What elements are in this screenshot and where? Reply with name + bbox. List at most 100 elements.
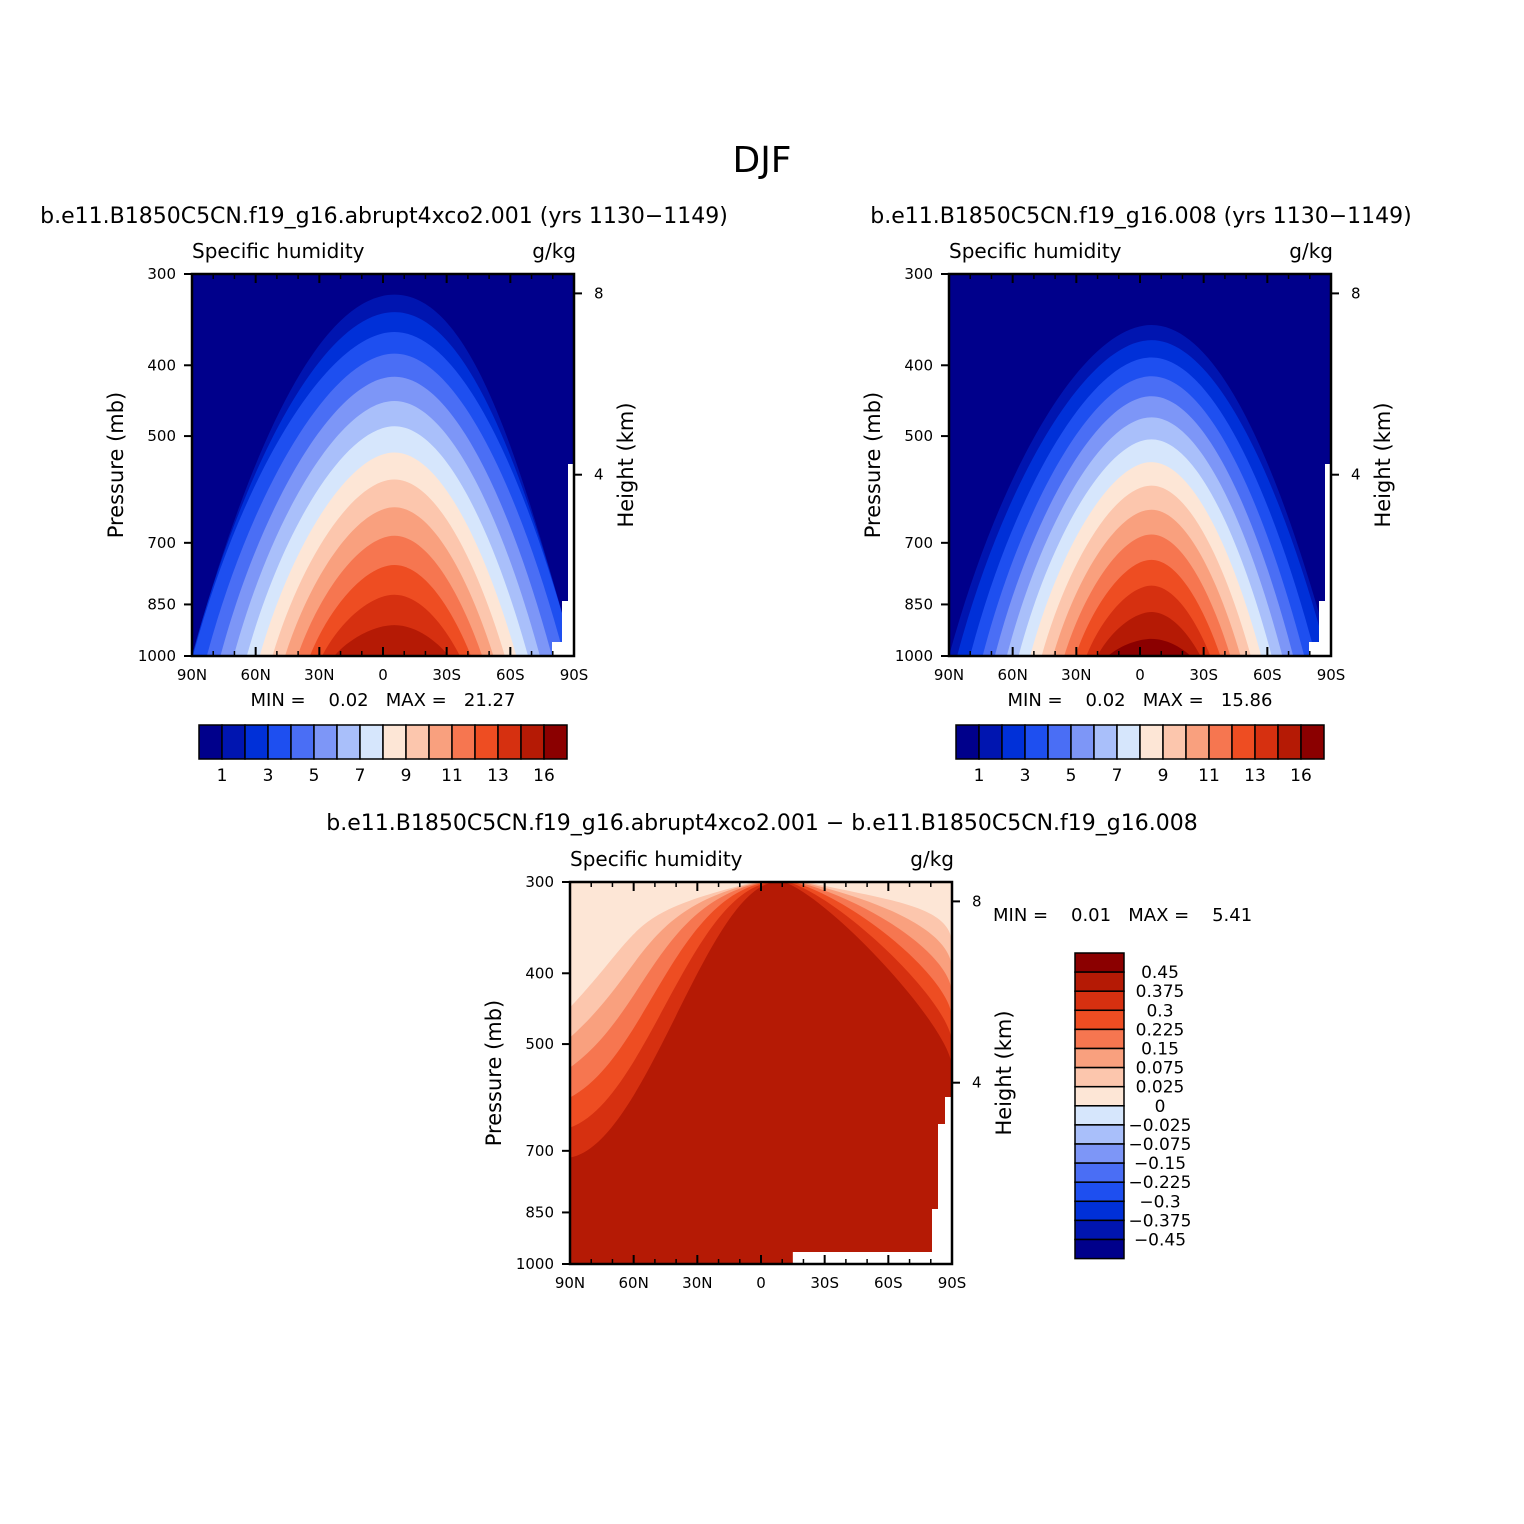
colorbar-box: [497, 724, 522, 760]
right-string: g/kg: [910, 847, 954, 871]
x-tick-label: 60S: [1253, 666, 1282, 684]
colorbar-box: [1074, 1047, 1125, 1069]
colorbar-box: [1074, 990, 1125, 1012]
colorbar-box: [336, 724, 361, 760]
colorbar-box: [198, 724, 223, 760]
x-tick-label: 60S: [496, 666, 525, 684]
colorbar-box: [221, 724, 246, 760]
colorbar-box: [1074, 952, 1125, 973]
panel-title: b.e11.B1850C5CN.f19_g16.008 (yrs 1130−11…: [870, 204, 1412, 229]
x-tick-label: 30N: [1061, 666, 1091, 684]
colorbar-label: 0.075: [1136, 1059, 1185, 1079]
axes: 90N 60N 30N 0 30S 60S 90S 300 400 500 700 850 1000 8 4: [516, 873, 982, 1292]
y-tick-label: 700: [147, 534, 176, 552]
colorbar-box: [1074, 1028, 1125, 1050]
min-max-text: MIN = 0.01 MAX = 5.41: [993, 905, 1252, 926]
x-tick-label: 0: [756, 1274, 766, 1292]
colorbar-box: [382, 724, 407, 760]
colorbar-box: [290, 724, 315, 760]
y-tick-label: 850: [525, 1203, 554, 1221]
y-tick-label: 850: [904, 595, 933, 613]
y-tick-label: 700: [904, 534, 933, 552]
x-tick-label: 90S: [938, 1274, 967, 1292]
colorbar-label: 7: [1112, 766, 1123, 786]
colorbar-label: 13: [487, 766, 509, 786]
colorbar-label: 0.15: [1141, 1040, 1179, 1060]
y-tick-label: 300: [147, 265, 176, 283]
colorbar-label: −0.025: [1129, 1116, 1192, 1136]
colorbar-box: [1074, 1219, 1125, 1241]
colorbar-label: −0.45: [1134, 1231, 1186, 1251]
colorbar-box: [451, 724, 476, 760]
colorbar-label: −0.225: [1129, 1173, 1192, 1193]
x-tick-label: 0: [1135, 666, 1145, 684]
colorbar-box: [359, 724, 384, 760]
y-tick-label: 400: [147, 356, 176, 374]
colorbar-box: [1074, 1143, 1125, 1164]
axes: 90N 60N 30N 0 30S 60S 90S 300 400 500 700 850 1000 8 4: [895, 265, 1361, 684]
colorbar-label: 3: [263, 766, 274, 786]
y-right-tick-label: 4: [594, 466, 604, 484]
x-tick-label: 30N: [682, 1274, 712, 1292]
right-string: g/kg: [1289, 239, 1333, 263]
colorbar-box: [1074, 1085, 1125, 1107]
colorbar-box: [1231, 724, 1256, 760]
y-axis-right-label: Height (km): [614, 402, 638, 527]
colorbar-label: 0.025: [1136, 1078, 1185, 1098]
colorbar: 1 3 5 7 9 11 13 16: [955, 724, 1325, 786]
colorbar-box: [428, 724, 453, 760]
missing-data: [1309, 464, 1331, 656]
right-string: g/kg: [532, 239, 576, 263]
colorbar-box: [1024, 724, 1049, 760]
y-tick-label: 300: [525, 873, 554, 891]
colorbar: 1 3 5 7 9 11 13 16: [198, 724, 568, 786]
y-tick-label: 500: [147, 427, 176, 445]
y-right-tick-label: 4: [1351, 466, 1361, 484]
y-tick-label: 300: [904, 265, 933, 283]
panel-diff: b.e11.B1850C5CN.f19_g16.abrupt4xco2.001 …: [326, 811, 1252, 1292]
y-tick-label: 400: [904, 356, 933, 374]
colorbar-label: 0.45: [1141, 963, 1179, 983]
y-axis-right-label: Height (km): [992, 1010, 1016, 1135]
x-tick-label: 60S: [874, 1274, 903, 1292]
colorbar-label: 9: [401, 766, 412, 786]
colorbar-label: 13: [1244, 766, 1266, 786]
colorbar-box: [1093, 724, 1118, 760]
y-right-tick-label: 8: [1351, 284, 1361, 302]
colorbar-box: [1277, 724, 1302, 760]
colorbar-box: [1074, 1238, 1125, 1260]
colorbar-box: [405, 724, 430, 760]
min-max-text: MIN = 0.02 MAX = 15.86: [1008, 690, 1273, 711]
colorbar-label: 5: [1066, 766, 1077, 786]
colorbar-box: [1162, 724, 1187, 760]
x-tick-label: 60N: [241, 666, 271, 684]
colorbar-box: [1208, 724, 1233, 760]
contour-level: [334, 625, 449, 656]
y-right-tick-label: 8: [594, 284, 604, 302]
colorbar-label: 0: [1155, 1097, 1166, 1117]
panel-title: b.e11.B1850C5CN.f19_g16.abrupt4xco2.001 …: [40, 204, 728, 229]
y-tick-label: 1000: [138, 647, 176, 665]
colorbar-box: [244, 724, 269, 760]
panel-case2: b.e11.B1850C5CN.f19_g16.008 (yrs 1130−11…: [861, 204, 1412, 786]
colorbar-label: −0.3: [1139, 1192, 1180, 1212]
colorbar-box: [1074, 1181, 1125, 1203]
y-tick-label: 850: [147, 595, 176, 613]
x-tick-label: 0: [378, 666, 388, 684]
colorbar-box: [1074, 1009, 1125, 1031]
x-tick-label: 30S: [432, 666, 461, 684]
y-tick-label: 1000: [895, 647, 933, 665]
colorbar-box: [1254, 724, 1279, 760]
colorbar-label: 11: [1198, 766, 1220, 786]
min-max-text: MIN = 0.02 MAX = 21.27: [251, 690, 516, 711]
x-tick-label: 30S: [810, 1274, 839, 1292]
colorbar-box: [1300, 724, 1325, 760]
colorbar-box: [1074, 1162, 1125, 1183]
left-string: Specific humidity: [570, 847, 743, 871]
colorbar-label: 0.375: [1136, 982, 1185, 1002]
colorbar-box: [543, 724, 568, 760]
x-tick-label: 30N: [304, 666, 334, 684]
colorbar-label: 1: [217, 766, 228, 786]
colorbar-label: 7: [355, 766, 366, 786]
